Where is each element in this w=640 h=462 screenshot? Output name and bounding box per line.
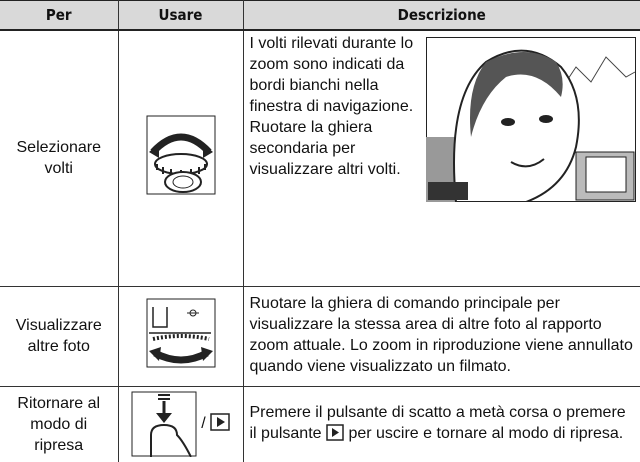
table-row: Ritornare al modo di ripresa / Premere i… [0,385,640,462]
separator: / [201,415,206,433]
usare-cell [117,29,244,287]
descrizione-cell: I volti rilevati durante lo zoom sono in… [242,29,640,287]
sub-dial-icon [146,115,215,195]
play-button-icon [326,424,344,441]
per-cell: Selezionare volti [0,29,119,287]
description-text: I volti rilevati durante lo zoom sono in… [249,35,414,178]
usare-cell: / [117,385,244,462]
descrizione-cell: Ruotare la ghiera di comando principale … [242,285,640,387]
description-text: per uscire e tornare al modo di ripresa. [348,425,624,443]
usare-cell [117,285,244,387]
play-button-icon [210,413,230,432]
descrizione-cell: Premere il pulsante di scatto a metà cor… [242,385,640,462]
per-cell: Visualizzare altre foto [0,285,119,387]
per-cell: Ritornare al modo di ripresa [0,385,119,462]
shutter-icon [131,391,197,458]
main-dial-icon [146,298,215,368]
description-text: Premere il pulsante di scatto a metà cor… [249,404,626,443]
description-text: Ruotare la ghiera di comando principale … [249,295,633,375]
header-cell: Descrizione [242,0,640,31]
header-row: Per Usare Descrizione [0,0,640,31]
table-row: Visualizzare altre foto Ruotare la ghier… [0,285,640,387]
header-cell: Usare [117,0,244,31]
table-row: Selezionare volti [0,29,640,287]
header-cell: Per [0,0,119,31]
face-preview [426,37,636,202]
